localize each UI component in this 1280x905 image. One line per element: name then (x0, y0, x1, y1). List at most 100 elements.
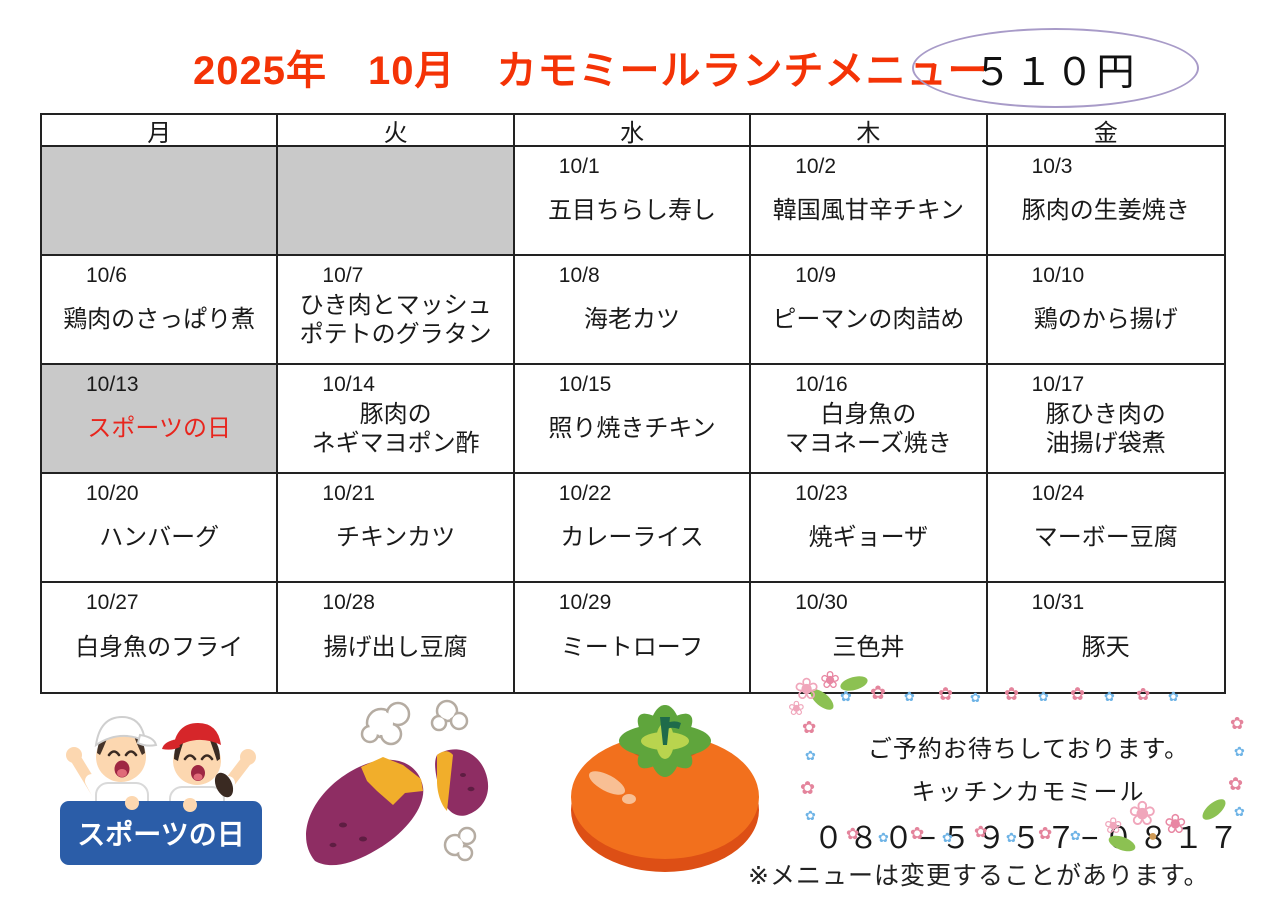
potato-spot (329, 842, 337, 848)
flower-icon: ✿ (1136, 685, 1151, 704)
cell-menu: ハンバーグ (99, 524, 220, 552)
cell-date: 10/14 (322, 373, 375, 396)
cell-menu: 五目ちらし寿し (547, 197, 716, 225)
potato-big-flesh (361, 757, 423, 805)
sports-day-illustration: スポーツの日 (60, 715, 262, 865)
calendar-cell: 10/1 五目ちらし寿し (514, 147, 752, 256)
day-header-wed: 水 (514, 115, 752, 147)
flower-cluster-icon: ❀ (820, 667, 841, 694)
cell-date: 10/30 (795, 591, 848, 614)
calendar-cell: 10/3 豚肉の生姜焼き (987, 147, 1224, 256)
calendar-cell: 10/31 豚天 (988, 583, 1224, 692)
cell-menu: 豚天 (1081, 634, 1130, 662)
reservation-shop-name: キッチンカモミール (911, 779, 1146, 806)
flower-icon: ✿ (878, 830, 889, 845)
boy-hand-up (66, 747, 82, 763)
calendar-cell: 10/17 豚ひき肉の 油揚げ袋煮 (987, 365, 1224, 474)
girl-cap (173, 723, 221, 749)
cell-menu (42, 181, 276, 254)
cell-date: 10/27 (86, 591, 139, 614)
cell-date: 10/8 (558, 264, 600, 287)
cell-menu-holiday: スポーツの日 (87, 415, 231, 443)
boy-tongue (117, 769, 127, 777)
cell-menu: 白身魚の マヨネーズ焼き (784, 400, 952, 457)
potato-small-flesh (437, 751, 453, 811)
calendar-cell-holiday: 10/13 スポーツの日 (42, 365, 279, 474)
calendar-cell: 10/14 豚肉の ネギマヨポン酢 (278, 365, 515, 474)
boy-eye-left (107, 750, 121, 757)
cell-date: 10/21 (322, 482, 375, 505)
cell-menu: 三色丼 (832, 634, 905, 662)
girl-face (173, 737, 221, 785)
menu-change-note: ※メニューは変更することがあります。 (748, 862, 1210, 890)
flower-icon: ✿ (846, 826, 860, 843)
snail-icon: ● (1148, 828, 1158, 845)
persimmon-body (571, 735, 759, 859)
calendar-cell: 10/8 海老カツ (514, 256, 752, 365)
sweet-potato-illustration (306, 699, 489, 866)
boy-face (96, 732, 146, 782)
cell-date: 10/31 (1031, 591, 1085, 614)
flower-cluster-icon: ❀ (788, 698, 805, 720)
cell-date: 10/17 (1031, 373, 1085, 396)
cell-menu: 鶏のから揚げ (1033, 306, 1178, 334)
persimmon-illustration (571, 705, 759, 872)
cell-date: 10/2 (795, 155, 837, 178)
cell-date: 10/22 (558, 482, 612, 505)
sports-banner (60, 801, 262, 865)
calendar-cell: 10/16 白身魚の マヨネーズ焼き (751, 365, 988, 474)
boy-cap-brim (136, 733, 158, 747)
flower-icon: ✿ (970, 690, 981, 705)
cell-menu: マーボー豆腐 (1033, 524, 1178, 552)
calendar-cell: 10/20 ハンバーグ (42, 474, 279, 583)
girl-cap-brim (162, 739, 180, 750)
persimmon-highlight (588, 771, 626, 795)
reservation-phone: ０８０−５９５７−０８１７ (813, 822, 1244, 855)
cell-date: 10/13 (86, 373, 139, 396)
flower-icon: ✿ (840, 688, 852, 704)
potato-spot (460, 773, 466, 777)
cell-menu: ひき肉とマッシュ ポテトのグラタン (299, 291, 492, 348)
flower-icon: ✿ (904, 689, 915, 704)
cell-menu: 韓国風甘辛チキン (772, 197, 965, 225)
calendar-cell: 10/2 韓国風甘辛チキン (751, 147, 988, 256)
flower-icon: ✿ (805, 808, 816, 823)
calendar-cell: 10/9 ピーマンの肉詰め (751, 256, 988, 365)
cell-date: 10/29 (558, 591, 612, 614)
cell-menu: 豚肉の生姜焼き (1021, 197, 1190, 225)
calendar-cell: 10/7 ひき肉とマッシュ ポテトのグラタン (278, 256, 515, 365)
sports-banner-label: スポーツの日 (77, 819, 244, 850)
flower-icon: ✿ (1228, 774, 1244, 794)
flower-icon: ✿ (805, 748, 816, 763)
girl-tongue (193, 773, 203, 781)
flower-icon: ✿ (1168, 689, 1179, 704)
persimmon-stem-branch (663, 721, 681, 730)
girl-hand-up (240, 749, 256, 765)
cell-menu: 鶏肉のさっぱり煮 (63, 306, 256, 334)
cell-date (42, 147, 276, 181)
day-header-tue: 火 (278, 115, 515, 147)
persimmon-highlight-dot (622, 794, 636, 804)
cell-menu: 海老カツ (583, 306, 680, 334)
boy-cap (94, 715, 147, 748)
calendar-cell: 10/22 カレーライス (514, 474, 752, 583)
cell-date: 10/24 (1031, 482, 1085, 505)
cell-date: 10/28 (322, 591, 375, 614)
day-header-fri: 金 (987, 115, 1224, 147)
flower-icon: ✿ (1234, 804, 1245, 819)
cell-menu: ピーマンの肉詰め (772, 306, 965, 334)
boy-hand-banner (125, 796, 139, 810)
cell-date: 10/16 (795, 373, 848, 396)
cell-date: 10/6 (86, 264, 127, 287)
price-badge: ５１０円 (912, 28, 1199, 108)
girl-hand-banner (183, 798, 197, 812)
calendar-cell: 10/15 照り焼きチキン (514, 365, 752, 474)
flower-cluster-icon: ❀ (1164, 809, 1187, 839)
girl-hair-right (208, 735, 220, 761)
girl-eye-left (183, 754, 197, 761)
cell-menu: 揚げ出し豆腐 (323, 634, 468, 662)
calendar-cell: 10/23 焼ギョーザ (751, 474, 988, 583)
cell-menu: 白身魚のフライ (75, 634, 244, 662)
cell-date: 10/10 (1031, 264, 1085, 287)
calendar-cell: 10/29 ミートローフ (515, 583, 752, 692)
